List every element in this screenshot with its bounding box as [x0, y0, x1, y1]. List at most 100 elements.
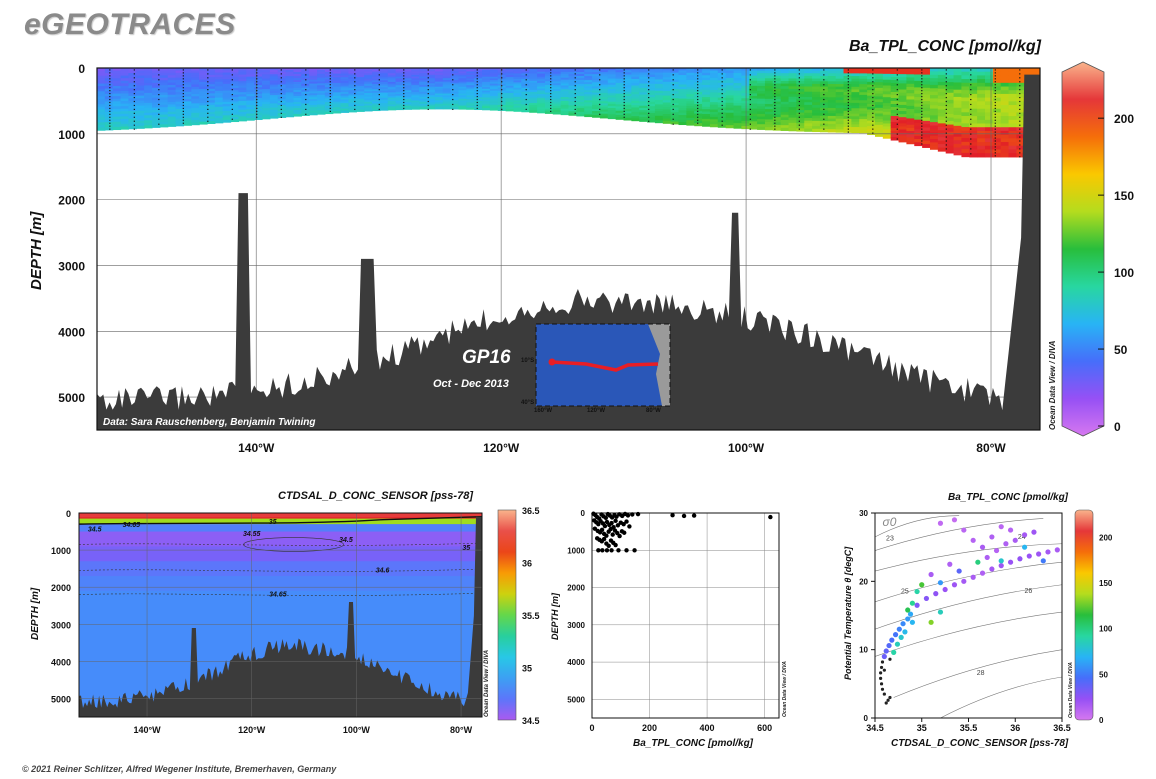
heatmap-cell	[937, 81, 947, 86]
heatmap-cell	[929, 101, 939, 106]
ts-y-tick-label: 0	[864, 714, 869, 723]
heatmap-cell	[961, 90, 970, 95]
sample-dot	[823, 84, 825, 86]
heatmap-cell	[819, 129, 829, 133]
sample-dot	[280, 69, 282, 71]
heatmap-cell	[285, 104, 295, 108]
sample-dot	[158, 93, 160, 96]
heatmap-cell	[835, 129, 845, 133]
heatmap-cell	[804, 96, 813, 101]
heatmap-cell	[733, 88, 742, 92]
heatmap-cell	[112, 101, 122, 105]
heatmap-cell	[120, 98, 130, 102]
heatmap-cell	[497, 106, 507, 110]
heatmap-cell	[552, 87, 562, 90]
heatmap-cell	[1008, 123, 1018, 128]
heatmap-cell	[757, 103, 766, 107]
heatmap-cell	[387, 94, 397, 97]
heatmap-cell	[466, 85, 475, 88]
sample-dot	[697, 93, 699, 95]
heatmap-cell	[238, 89, 247, 93]
heatmap-cell	[953, 125, 963, 131]
ts-point	[937, 609, 944, 615]
heatmap-cell	[364, 94, 373, 98]
heatmap-cell	[568, 101, 577, 104]
heatmap-cell	[584, 90, 593, 93]
main-data-credit: Data: Sara Rauschenberg, Benjamin Twinin…	[103, 417, 316, 428]
heatmap-cell	[906, 93, 915, 97]
heatmap-cell	[780, 73, 790, 77]
heatmap-cell	[819, 118, 829, 122]
heatmap-cell	[647, 108, 656, 112]
heatmap-cell	[372, 85, 381, 89]
sample-dot	[896, 123, 898, 125]
heatmap-cell	[702, 121, 711, 125]
heatmap-cell	[717, 82, 727, 86]
heatmap-cell	[670, 114, 680, 118]
heatmap-cell	[293, 68, 302, 71]
sample-dot	[354, 93, 356, 95]
heatmap-cell	[945, 142, 955, 147]
heatmap-cell	[969, 138, 978, 143]
heatmap-cell	[984, 82, 994, 88]
heatmap-cell	[419, 78, 428, 81]
heatmap-cell	[144, 105, 153, 109]
heatmap-cell	[191, 101, 200, 104]
heatmap-cell	[112, 78, 122, 82]
heatmap-cell	[191, 103, 200, 107]
heatmap-cell	[552, 77, 562, 81]
sample-dot	[847, 93, 849, 95]
heatmap-cell	[427, 73, 436, 76]
heatmap-cell	[419, 107, 428, 110]
sample-dot	[721, 69, 723, 71]
heatmap-cell	[599, 76, 609, 79]
sample-dot	[697, 113, 699, 115]
heatmap-cell	[851, 97, 860, 101]
heatmap-cell	[733, 125, 742, 129]
sample-dot	[823, 103, 825, 106]
heatmap-cell	[568, 75, 577, 79]
heatmap-cell	[631, 85, 640, 89]
sample-dot	[550, 84, 552, 86]
salinity-band	[79, 531, 482, 547]
salinity-band	[79, 561, 482, 577]
heatmap-cell	[804, 123, 813, 127]
heatmap-cell	[395, 87, 405, 90]
heatmap-cell	[647, 115, 656, 119]
ts-isopycnal-label: 28	[977, 670, 985, 677]
heatmap-cell	[544, 75, 554, 79]
heatmap-cell	[277, 107, 287, 110]
heatmap-cell	[199, 68, 208, 71]
heatmap-cell	[309, 73, 318, 77]
heatmap-cell	[521, 98, 530, 102]
ts-point	[883, 648, 889, 654]
heatmap-cell	[489, 101, 499, 104]
heatmap-cell	[678, 112, 687, 116]
heatmap-cell	[120, 73, 130, 77]
heatmap-cell	[804, 104, 813, 109]
heatmap-cell	[615, 72, 625, 76]
heatmap-cell	[152, 105, 161, 109]
heatmap-cell	[992, 71, 1002, 77]
heatmap-cell	[332, 107, 342, 110]
heatmap-cell	[222, 77, 232, 80]
sample-dot	[672, 103, 674, 106]
heatmap-cell	[238, 87, 247, 91]
sample-dot	[623, 104, 625, 107]
heatmap-cell	[827, 70, 837, 74]
heatmap-cell	[222, 95, 232, 98]
heatmap-cell	[898, 92, 908, 97]
heatmap-cell	[560, 75, 570, 79]
heatmap-cell	[780, 96, 790, 100]
heatmap-cell	[442, 81, 452, 84]
heatmap-cell	[458, 71, 467, 74]
heatmap-cell	[615, 87, 625, 90]
sample-dot	[1019, 96, 1021, 99]
heatmap-cell	[859, 76, 868, 80]
heatmap-cell	[607, 78, 617, 82]
sample-dot	[994, 131, 996, 133]
heatmap-cell	[356, 104, 365, 107]
heatmap-cell	[254, 112, 263, 116]
heatmap-cell	[647, 119, 656, 123]
heatmap-cell	[914, 132, 923, 137]
